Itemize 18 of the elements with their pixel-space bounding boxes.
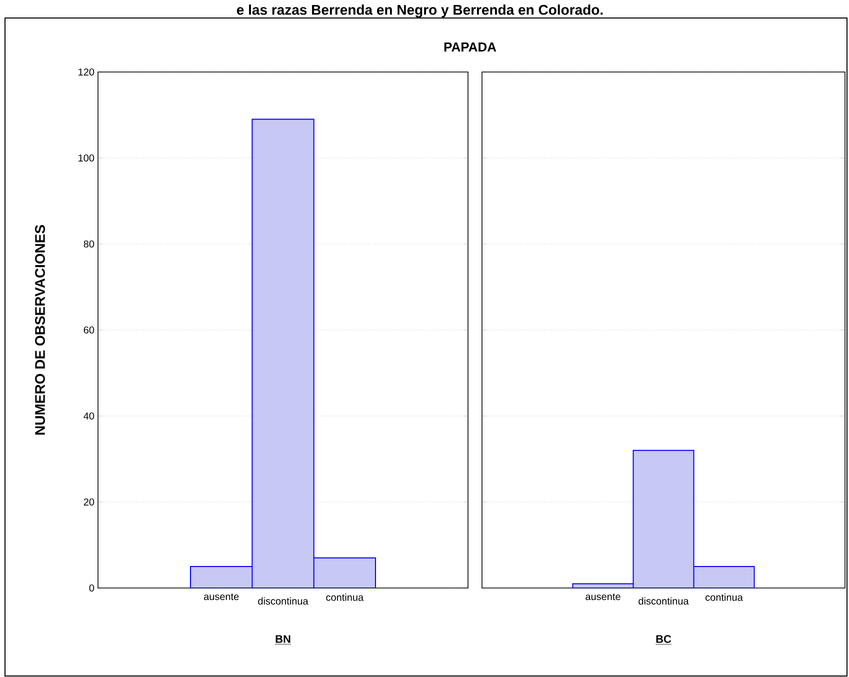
x-axis-title: BC: [656, 635, 672, 643]
y-tick-label: 20: [84, 498, 94, 506]
y-tick-label: 0: [89, 584, 94, 592]
text: e las razas Berrenda en Negro y Berrenda en Colorado.: [236, 4, 603, 18]
y-tick-label: 40: [84, 412, 94, 420]
x-tick-label: continua: [706, 594, 743, 601]
x-tick-label: continua: [326, 594, 364, 601]
y-tick-label: 60: [84, 326, 94, 334]
y-tick-label: 120: [78, 68, 94, 76]
y-tick-label: 100: [78, 154, 94, 162]
x-tick-label: discontinua: [258, 597, 308, 605]
y-tick-label: 80: [84, 240, 94, 248]
x-tick-label: ausente: [204, 594, 239, 600]
x-axis-title: BN: [276, 635, 290, 643]
y-axis-title: NUMERO DE OBSERVACIONES: [35, 225, 45, 435]
chart-title: PAPADA: [444, 42, 496, 52]
x-tick-label: ausente: [586, 594, 620, 600]
x-tick-label: discontinua: [638, 597, 689, 605]
